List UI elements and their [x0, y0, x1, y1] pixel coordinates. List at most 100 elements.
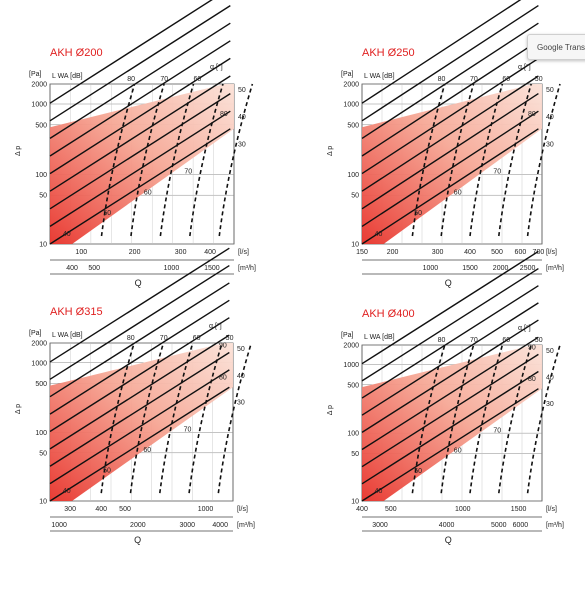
y-tick-label: 100 — [347, 431, 359, 438]
lwa-top-label: 70 — [470, 337, 478, 344]
y-axis-label: Δ p — [327, 405, 334, 415]
x-tick-ls: 100 — [75, 249, 87, 256]
alpha-curve — [498, 344, 532, 494]
x-tick-ls: 150 — [356, 249, 368, 256]
chart-panel-1: AKH Ø200[Pa]L WA [dB]α [°]Δ p20001000500… — [15, 0, 256, 288]
lwa-curve — [49, 40, 231, 157]
lwa-top-label: 70 — [470, 76, 478, 83]
chart-title: AKH Ø315 — [50, 306, 103, 318]
y-tick-label: 10 — [351, 242, 359, 249]
chart-panel-2: AKH Ø250[Pa]L WA [dB]α [°]Δ p20001000500… — [327, 0, 564, 288]
x-tick-ls: 1000 — [198, 506, 214, 513]
x-tick-ls: 400 — [204, 249, 216, 256]
alpha-curve — [188, 342, 223, 494]
lwa-top-label: 60 — [194, 76, 202, 83]
y-tick-label: 50 — [351, 193, 359, 200]
lwa-curve — [361, 0, 522, 104]
lwa-top-label: 80 — [438, 76, 446, 83]
lwa-side-label: 50 — [414, 210, 422, 217]
lwa-side-label: 50 — [103, 210, 111, 217]
x-unit-m3h: [m³/h] — [237, 522, 255, 529]
x-tick-ls: 400 — [95, 506, 107, 513]
y-tick-label: 50 — [39, 193, 47, 200]
x-tick-m3h: 1000 — [164, 265, 180, 272]
x-tick-m3h: 500 — [88, 265, 100, 272]
alpha-curve — [159, 342, 194, 494]
lwa-top-label: 50 — [535, 337, 543, 344]
y-tick-label: 50 — [351, 451, 359, 458]
alpha-curve — [411, 83, 446, 237]
lwa-curve — [361, 370, 539, 485]
x-unit-ls: [l/s] — [237, 506, 248, 513]
lwa-side-label: 60 — [454, 448, 462, 455]
lwa-curve — [49, 351, 230, 467]
chart-title: AKH Ø250 — [362, 47, 415, 59]
lwa-curve — [49, 93, 231, 210]
lwa-curve — [361, 110, 539, 227]
alpha-right-label: 40 — [238, 114, 246, 121]
lwa-curve — [361, 353, 539, 468]
x-tick-m3h: 6000 — [513, 522, 529, 529]
lwa-label: L WA [dB] — [52, 73, 83, 80]
lwa-curve — [49, 57, 231, 175]
x-tick-ls: 500 — [491, 249, 503, 256]
alpha-curve — [411, 344, 446, 494]
lwa-curve — [49, 247, 230, 363]
alpha-curve — [217, 342, 253, 494]
lwa-top-label: 60 — [502, 76, 510, 83]
x-tick-ls: 400 — [356, 506, 368, 513]
google-translate-popup[interactable]: Google Translate — [527, 34, 585, 60]
x-unit-m3h: [m³/h] — [546, 265, 564, 272]
lwa-side-label: 70 — [493, 427, 501, 434]
alpha-inner-label: 80 — [219, 374, 227, 381]
x-tick-m3h: 400 — [66, 265, 78, 272]
alpha-inner-label: 80 — [220, 111, 228, 118]
x-tick-ls: 700 — [533, 249, 545, 256]
y-unit-label: [Pa] — [341, 71, 354, 78]
operating-band — [50, 84, 234, 244]
y-tick-label: 100 — [35, 430, 47, 437]
lwa-curve — [361, 93, 539, 210]
lwa-top-label: 80 — [127, 335, 135, 342]
lwa-curve — [361, 5, 539, 122]
x-tick-m3h: 5000 — [491, 522, 507, 529]
lwa-curve — [361, 336, 539, 451]
y-tick-label: 2000 — [343, 82, 359, 89]
x-axis-label: Q — [445, 278, 452, 288]
y-tick-label: 2000 — [31, 82, 47, 89]
lwa-side-label: 70 — [184, 169, 192, 176]
x-tick-m3h: 1000 — [51, 522, 67, 529]
alpha-curve — [129, 342, 165, 494]
x-tick-ls: 300 — [432, 249, 444, 256]
y-unit-label: [Pa] — [29, 71, 42, 78]
alpha-inner-label: 90 — [528, 345, 536, 352]
lwa-side-label: 60 — [143, 447, 151, 454]
y-unit-label: [Pa] — [341, 332, 354, 339]
lwa-curve — [49, 334, 230, 450]
x-tick-m3h: 2000 — [493, 265, 509, 272]
lwa-curve — [49, 128, 231, 245]
operating-band — [362, 84, 542, 244]
operating-band — [362, 345, 542, 501]
x-unit-m3h: [m³/h] — [546, 522, 564, 529]
lwa-curve — [361, 267, 539, 382]
y-tick-label: 2000 — [343, 343, 359, 350]
lwa-top-label: 80 — [127, 76, 135, 83]
lwa-curve — [49, 5, 231, 122]
lwa-side-label: 70 — [493, 169, 501, 176]
alpha-right-label: 50 — [237, 346, 245, 353]
y-tick-label: 100 — [347, 172, 359, 179]
x-tick-m3h: 3000 — [179, 522, 195, 529]
lwa-curve — [49, 282, 230, 398]
alpha-curve — [440, 344, 475, 494]
x-axis-label: Q — [135, 278, 142, 288]
lwa-curve — [49, 0, 213, 104]
lwa-side-label: 40 — [63, 488, 71, 495]
y-axis-label: Δ p — [15, 146, 22, 156]
lwa-curve — [361, 319, 539, 433]
lwa-top-label: 80 — [438, 337, 446, 344]
x-axis-label: Q — [134, 535, 141, 545]
lwa-curve — [49, 317, 230, 433]
alpha-curve — [100, 342, 135, 494]
alpha-curve — [526, 83, 561, 237]
